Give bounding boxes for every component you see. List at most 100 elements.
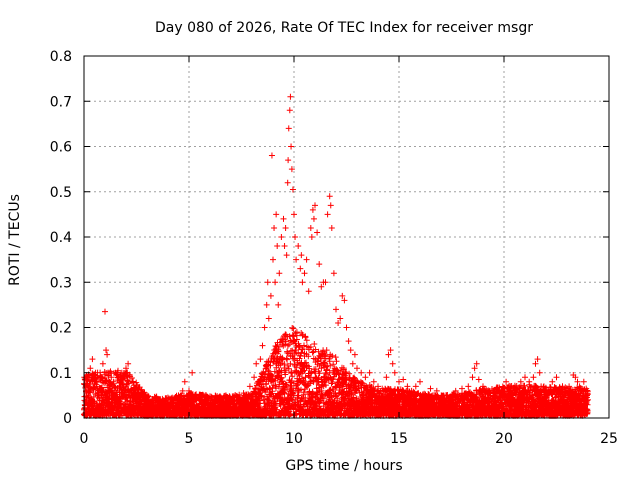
- data-point: [330, 270, 337, 277]
- data-point: [322, 279, 329, 286]
- data-point: [545, 387, 552, 394]
- data-point: [576, 383, 583, 390]
- data-point: [314, 229, 321, 236]
- data-point: [553, 374, 560, 381]
- data-point: [240, 390, 247, 397]
- data-point: [215, 396, 222, 403]
- data-point: [343, 324, 350, 331]
- y-tick-label: 0.3: [50, 275, 72, 291]
- data-point: [459, 385, 465, 392]
- data-point: [283, 252, 290, 259]
- data-point: [181, 378, 188, 385]
- data-point: [379, 385, 386, 392]
- data-point: [175, 392, 182, 399]
- data-point: [328, 224, 335, 231]
- x-tick-label: 25: [600, 431, 618, 447]
- data-point: [351, 351, 358, 358]
- data-point: [280, 215, 287, 222]
- data-point: [271, 224, 278, 231]
- y-tick-label: 0: [63, 411, 72, 427]
- data-point: [549, 378, 556, 385]
- data-point: [125, 360, 132, 367]
- data-point: [339, 292, 346, 299]
- x-tick-label: 10: [285, 431, 303, 447]
- data-point: [276, 270, 283, 277]
- data-point: [162, 401, 169, 408]
- data-point: [349, 360, 356, 367]
- data-point: [335, 319, 342, 326]
- data-point: [275, 301, 282, 308]
- data-point: [347, 347, 354, 354]
- data-point: [265, 315, 272, 322]
- data-point: [281, 243, 288, 250]
- data-point: [268, 152, 275, 159]
- data-point: [150, 399, 157, 406]
- data-point: [480, 383, 486, 390]
- data-point: [536, 369, 543, 376]
- data-point: [102, 308, 108, 315]
- data-point: [116, 383, 123, 390]
- data-point: [288, 166, 295, 173]
- data-point: [446, 394, 453, 401]
- data-point: [469, 374, 476, 381]
- data-point: [284, 179, 291, 186]
- data-point: [417, 378, 423, 385]
- data-point: [316, 261, 323, 268]
- data-point: [341, 297, 348, 304]
- data-point: [362, 374, 369, 381]
- data-point: [232, 392, 239, 399]
- y-tick-label: 0.5: [50, 185, 72, 201]
- data-point: [112, 369, 119, 376]
- data-point: [400, 376, 407, 383]
- data-point: [511, 387, 518, 394]
- data-point: [327, 202, 334, 209]
- data-point: [285, 157, 292, 164]
- data-point: [120, 372, 127, 379]
- data-point: [99, 360, 106, 367]
- data-point: [298, 252, 305, 259]
- data-point: [223, 394, 230, 401]
- data-point: [273, 211, 280, 218]
- x-tick-label: 0: [80, 431, 89, 447]
- data-point: [131, 392, 138, 399]
- data-point: [209, 394, 216, 401]
- data-point: [93, 383, 100, 390]
- data-point: [585, 396, 591, 403]
- y-tick-label: 0.6: [50, 140, 72, 156]
- x-tick-label: 5: [185, 431, 194, 447]
- data-point: [169, 394, 176, 401]
- data-point: [274, 243, 281, 250]
- data-point: [324, 211, 331, 218]
- data-point: [574, 378, 581, 385]
- data-point: [404, 383, 411, 390]
- y-tick-label: 0.7: [50, 94, 72, 110]
- data-point: [287, 93, 294, 100]
- data-point: [282, 224, 289, 231]
- data-point: [291, 211, 297, 218]
- data-point: [292, 234, 299, 240]
- data-point: [156, 401, 163, 408]
- data-point: [293, 256, 300, 263]
- data-point: [270, 256, 276, 263]
- data-point: [259, 342, 266, 349]
- y-tick-label: 0.4: [50, 230, 72, 246]
- data-point: [345, 338, 352, 345]
- data-point: [465, 383, 472, 390]
- data-point: [104, 351, 111, 358]
- data-point: [127, 387, 134, 394]
- data-point: [473, 360, 480, 367]
- data-point: [305, 288, 312, 295]
- data-point: [179, 387, 186, 394]
- data-point: [307, 224, 314, 231]
- data-point: [106, 369, 113, 376]
- data-point: [566, 383, 573, 390]
- data-point: [503, 378, 510, 385]
- data-point: [507, 383, 514, 390]
- data-point: [91, 378, 98, 385]
- data-point: [144, 396, 150, 403]
- data-point: [498, 392, 505, 399]
- data-point: [114, 374, 121, 381]
- data-point: [95, 392, 102, 399]
- data-point: [103, 347, 110, 354]
